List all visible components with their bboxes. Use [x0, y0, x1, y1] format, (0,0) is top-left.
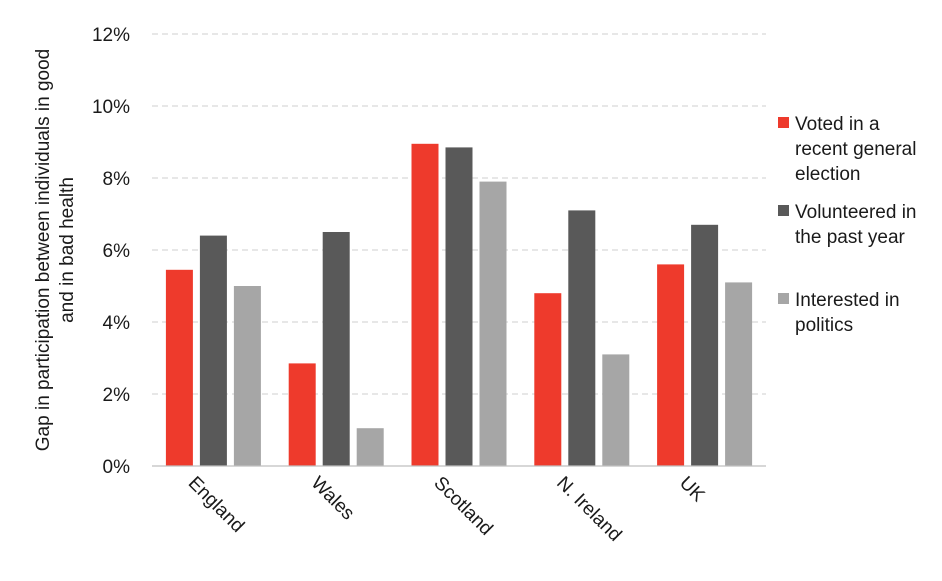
legend-swatch [778, 293, 789, 304]
x-tick-label: N. Ireland [552, 473, 625, 546]
y-axis-label-line: and in bad health [57, 177, 78, 323]
legend-label: Voted in a [795, 114, 880, 135]
legend: Voted in a recent general election Voluntee… [778, 114, 917, 336]
bar [233, 286, 261, 466]
x-tick-label: England [184, 473, 248, 537]
x-tick-label: UK [675, 473, 709, 507]
bar [691, 224, 719, 466]
bar [534, 293, 562, 466]
bar [356, 428, 384, 466]
y-tick-label: 8% [103, 169, 131, 190]
y-axis-ticks: 0% 2% 4% 6% 8% 10% 12% [92, 25, 130, 478]
y-tick-label: 10% [92, 97, 130, 118]
legend-swatch [778, 205, 789, 216]
bar [657, 264, 685, 466]
legend-swatch [778, 117, 789, 128]
bar [165, 269, 193, 466]
y-tick-label: 4% [103, 313, 131, 334]
bar [411, 143, 439, 467]
y-tick-label: 6% [103, 241, 131, 262]
legend-label: recent general [795, 139, 916, 160]
bar [445, 147, 473, 466]
legend-label: election [795, 164, 861, 185]
y-tick-label: 12% [92, 25, 130, 46]
x-axis-categories: England Wales Scotland N. Ireland UK [184, 473, 709, 546]
bar [322, 232, 350, 466]
bar [602, 354, 630, 466]
bars [165, 143, 753, 467]
legend-label: politics [795, 315, 853, 336]
y-tick-label: 0% [103, 457, 131, 478]
legend-label: Volunteered in [795, 202, 917, 223]
bar [479, 181, 507, 466]
x-tick-label: Scotland [429, 473, 496, 540]
legend-label: Interested in [795, 290, 900, 311]
y-axis-label: Gap in participation between individuals… [33, 49, 78, 451]
bar [199, 235, 227, 466]
bar [288, 363, 316, 466]
bar [568, 210, 596, 466]
x-tick-label: Wales [307, 473, 359, 525]
y-tick-label: 2% [103, 385, 131, 406]
legend-label: the past year [795, 227, 906, 248]
bar [725, 282, 753, 466]
y-axis-label-line: Gap in participation between individuals… [33, 49, 54, 451]
